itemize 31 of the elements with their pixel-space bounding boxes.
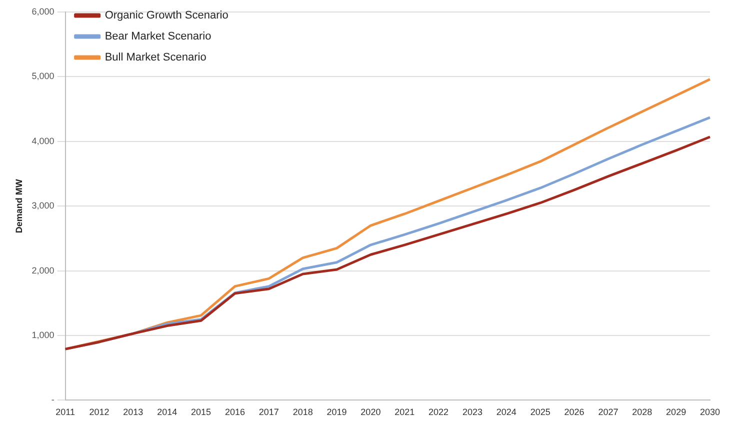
x-tick-label: 2019 (326, 407, 347, 418)
x-tick-label: 2014 (157, 407, 178, 418)
x-tick-label: 2025 (530, 407, 550, 418)
y-tick-label: 4,000 (32, 136, 54, 146)
y-tick-label: 2,000 (32, 265, 54, 276)
x-tick-label: 2022 (428, 407, 449, 418)
x-tick-label: 2016 (224, 407, 245, 418)
x-tick-label: 2011 (56, 407, 75, 418)
y-tick-label: 6,000 (32, 6, 54, 16)
x-tick-label: 2026 (564, 407, 584, 418)
x-tick-label: 2020 (360, 407, 381, 418)
x-tick-label: 2012 (89, 407, 110, 418)
x-tick-label: 2030 (700, 407, 720, 418)
x-tick-label: 2013 (123, 407, 144, 418)
legend-label: Bull Market Scenario (104, 52, 206, 64)
legend-label: Organic Growth Scenario (104, 10, 228, 22)
x-tick-label: 2015 (191, 407, 212, 418)
x-tick-label: 2027 (598, 407, 618, 418)
x-tick-label: 2021 (394, 407, 415, 418)
x-tick-label: 2023 (462, 407, 483, 418)
legend-label: Bear Market Scenario (104, 30, 212, 43)
y-axis-title: Demand MW (14, 178, 24, 234)
x-tick-label: 2029 (666, 407, 686, 418)
x-tick-label: 2024 (496, 407, 516, 418)
y-tick-label: 1,000 (32, 330, 54, 340)
y-tick-label: 5,000 (32, 71, 54, 82)
x-tick-label: 2017 (258, 407, 279, 418)
x-tick-label: 2028 (632, 407, 652, 418)
y-tick-label: - (51, 394, 54, 405)
y-tick-label: 3,000 (32, 200, 54, 211)
x-tick-label: 2018 (292, 407, 313, 418)
